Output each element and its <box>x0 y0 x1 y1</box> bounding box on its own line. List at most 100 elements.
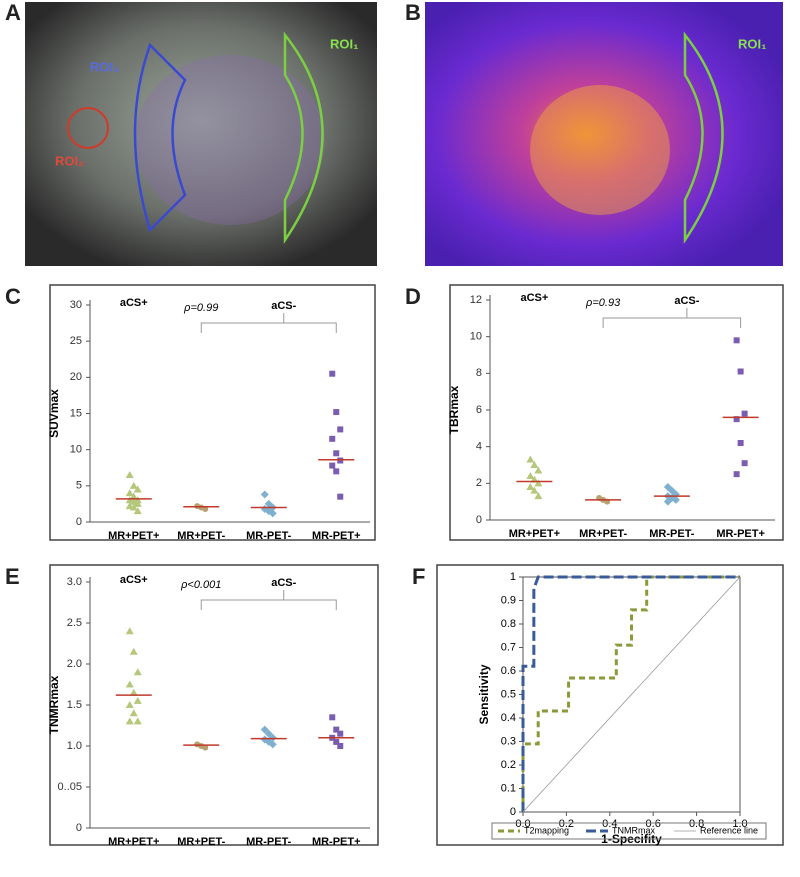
point <box>526 455 535 463</box>
annotation: aCS- <box>271 300 296 312</box>
x-tick-label: MR+PET+ <box>108 530 159 542</box>
point <box>733 471 740 478</box>
panel-frame <box>49 284 376 541</box>
bracket <box>200 313 337 333</box>
y-tick-label: 25 <box>70 335 82 347</box>
y-tick-label: 2.5 <box>67 617 82 629</box>
y-tick-label: 2.0 <box>67 658 82 670</box>
x-tick-label: MR+PET- <box>177 530 225 542</box>
y-tick-label: 12 <box>470 294 482 306</box>
panel-frame <box>49 564 379 846</box>
point <box>133 499 142 507</box>
point <box>264 729 273 738</box>
roc-line <box>521 575 740 812</box>
point <box>260 725 269 734</box>
point <box>129 709 138 717</box>
roc-line <box>521 575 740 812</box>
x-tick-label: 0.0 <box>515 818 530 830</box>
point <box>129 688 138 696</box>
y-tick-label: 0.6 <box>501 665 516 677</box>
y-tick-label: 0 <box>76 822 82 834</box>
roi-label: ROI₂ <box>55 153 84 168</box>
x-tick-label: 0.4 <box>602 818 617 830</box>
y-tick-label: 15 <box>70 407 82 419</box>
y-tick-label: 0.7 <box>501 641 516 653</box>
roi-label: ROI₃ <box>90 59 119 74</box>
y-axis-title: TNMRmax <box>47 675 61 734</box>
annotation: aCS- <box>674 295 699 307</box>
x-tick-label: MR+PET+ <box>108 836 159 848</box>
y-tick-label: 8 <box>476 367 482 379</box>
y-tick-label: 6 <box>476 404 482 416</box>
y-tick-label: 0.4 <box>501 712 516 724</box>
bracket <box>602 308 742 328</box>
y-tick-label: 5 <box>76 480 82 492</box>
point <box>530 461 539 468</box>
point <box>125 489 134 497</box>
point <box>133 696 142 704</box>
y-tick-label: 0.9 <box>501 594 516 606</box>
point <box>129 492 138 500</box>
legend-frame <box>491 822 767 840</box>
y-axis-title: SUVmax <box>47 389 61 438</box>
point <box>268 740 277 749</box>
legend-label: TNMRmax <box>612 825 655 835</box>
panel-frame <box>436 564 784 846</box>
y-tick-label: 3.0 <box>67 576 82 588</box>
annotation: aCS+ <box>520 292 548 304</box>
annotation: ρ=0.93 <box>585 297 621 309</box>
point <box>125 627 134 635</box>
point <box>125 701 134 708</box>
legend-label: Reference line <box>700 825 758 835</box>
x-tick-label: MR-PET- <box>246 836 292 848</box>
point <box>333 450 340 457</box>
point <box>329 435 336 442</box>
y-tick-label: 20 <box>70 371 82 383</box>
point <box>526 483 535 490</box>
panel-letter: A <box>5 0 21 25</box>
point <box>733 337 740 344</box>
x-tick-label: MR-PET- <box>649 528 695 540</box>
y-tick-label: 1 <box>510 571 516 583</box>
y-tick-label: 10 <box>70 444 82 456</box>
y-tick-label: 0 <box>510 806 516 818</box>
point <box>329 462 336 469</box>
point <box>133 717 142 725</box>
x-tick-label: MR+PET- <box>579 528 627 540</box>
x-tick-label: MR+PET+ <box>509 528 560 540</box>
point <box>337 493 344 500</box>
annotation: ρ=0.99 <box>183 302 218 314</box>
y-axis-title: TBRmax <box>447 385 461 434</box>
bracket <box>200 590 337 610</box>
point <box>125 680 134 688</box>
point <box>663 497 672 506</box>
point <box>264 507 273 516</box>
y-tick-label: 10 <box>470 331 482 343</box>
point <box>530 486 539 494</box>
point <box>329 370 336 377</box>
point <box>737 440 744 446</box>
point <box>333 409 340 416</box>
annotation: aCS+ <box>120 297 148 309</box>
x-tick-label: 0.8 <box>689 818 704 830</box>
y-tick-label: 2 <box>476 477 482 489</box>
x-tick-label: 1.0 <box>732 818 747 830</box>
uptake <box>135 55 325 225</box>
point <box>733 416 740 423</box>
point <box>337 730 344 737</box>
x-tick-label: MR-PET+ <box>312 836 361 848</box>
point <box>534 479 543 487</box>
annotation: aCS- <box>271 577 296 589</box>
point <box>129 497 138 505</box>
point <box>129 481 138 489</box>
y-tick-label: 0.1 <box>501 782 516 794</box>
annotation: ρ<0.001 <box>180 579 221 591</box>
roi-label: ROI₁ <box>330 36 359 51</box>
panel-letter: C <box>5 284 21 309</box>
y-tick-label: 0.5 <box>501 688 516 700</box>
point <box>260 490 269 499</box>
roc-line <box>522 576 741 813</box>
point <box>671 495 680 504</box>
x-tick-label: 0.6 <box>646 818 661 830</box>
point <box>741 410 748 417</box>
